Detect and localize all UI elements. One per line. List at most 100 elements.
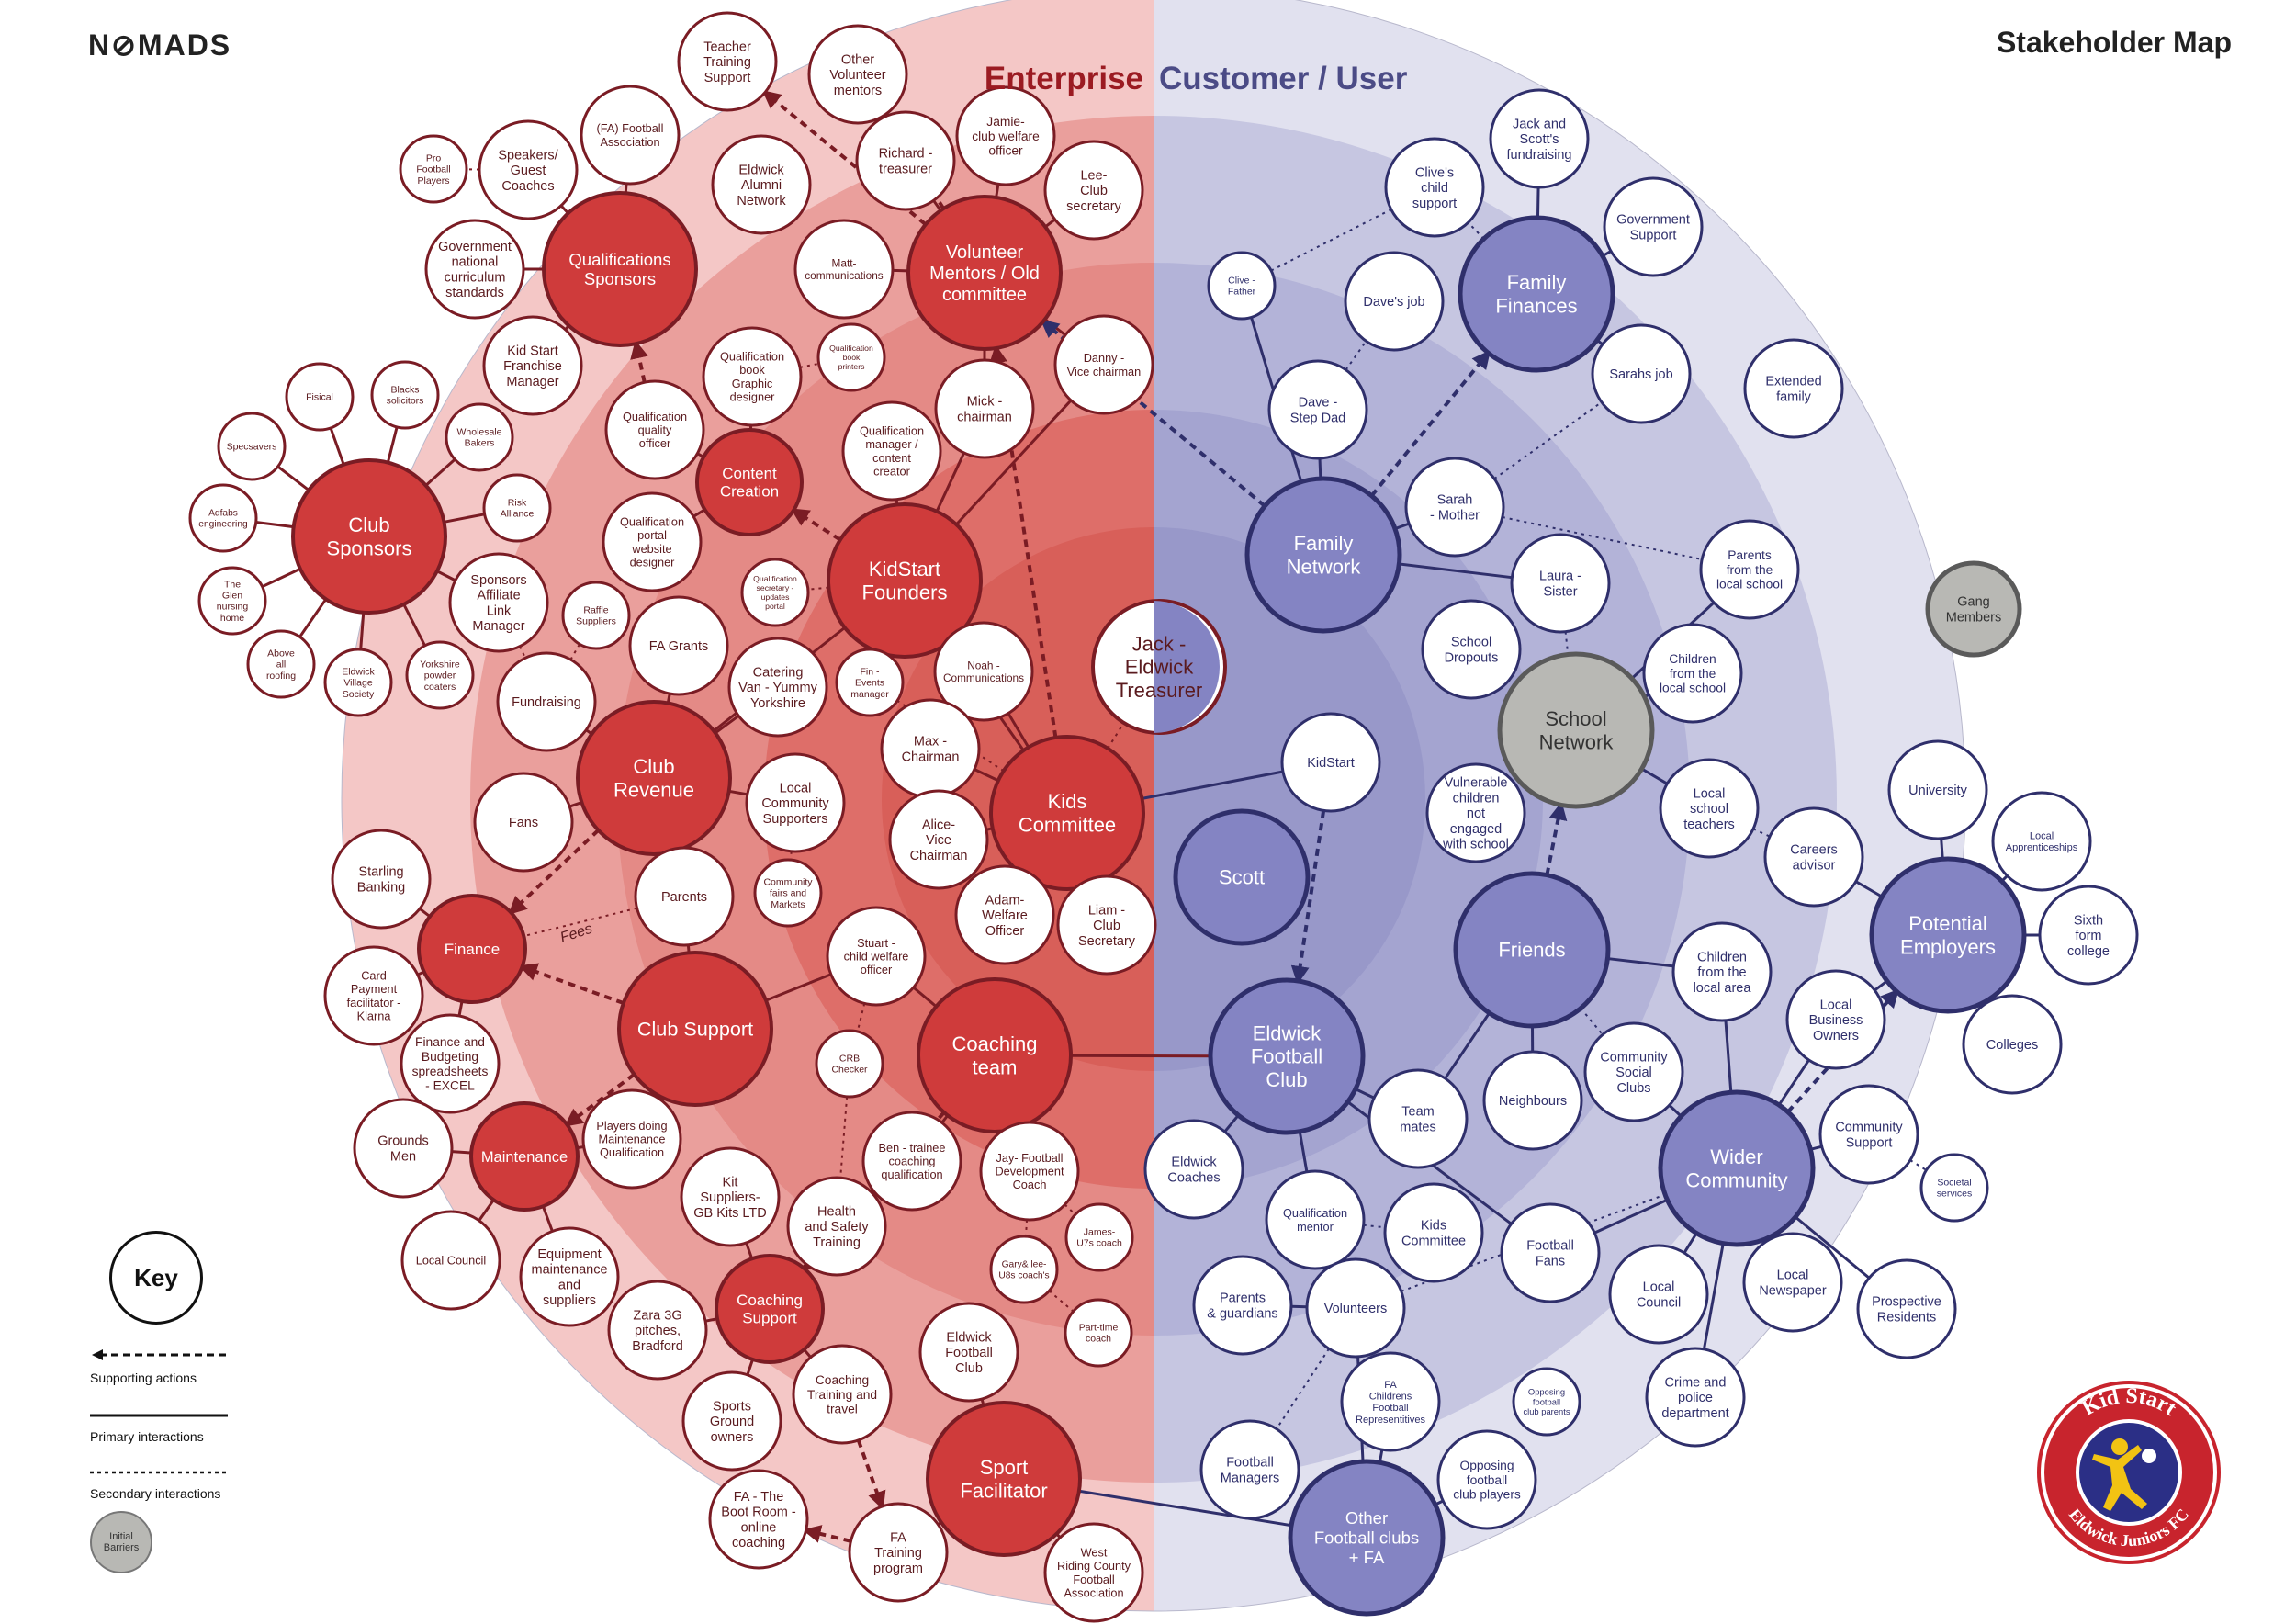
edge-wider-crime [1702,1243,1725,1350]
node-danny: Danny -Vice chairman [1053,314,1154,415]
node-alice: Alice-Vice Chairman [888,789,989,890]
node-potemp: Potential Employers [1869,856,2027,1014]
edge-content-qualportal [692,508,706,518]
node-circle [695,428,804,536]
node-circle [561,581,631,650]
node-extfam: Extended family [1743,338,1844,439]
node-label: Jack and Scott's fundraising [1507,117,1572,162]
node-familyfin: Family Finances [1458,215,1615,373]
key-secondary: Secondary interactions [90,1464,237,1501]
node-label: Sixth form college [2067,913,2110,958]
node-fagrants: FA Grants [628,595,729,696]
node-label: Crime and police department [1661,1375,1728,1420]
node-sarahm: Sarah - Mother [1404,457,1505,558]
node-circle [323,945,424,1046]
node-lee: Lee-Club secretary [1043,140,1144,241]
node-label: Adfabs engineering [198,509,248,530]
edge-volunteer-jamie [995,184,1000,198]
node-sportfac: Sport Facilitator [926,1401,1082,1557]
node-circle [1785,969,1886,1070]
node-circle [1288,1459,1446,1617]
node-raffle: Raffle Suppliers [561,581,631,650]
node-circle [1489,88,1590,189]
edge-clubsponsors-glen [261,567,301,589]
node-circle [628,595,729,696]
node-circle [1421,599,1522,700]
node-circle [1583,1021,1684,1122]
edge-efc-qualmentor [1298,1131,1309,1173]
node-label: The Glen nursing home [217,580,249,624]
node-playersmq: Players doing Maintenance Qualification [581,1088,682,1190]
node-risk: Risk Alliance [482,473,552,543]
node-localnews: Local Newspaper [1742,1232,1843,1333]
node-adfabs: Adfabs engineering [188,483,258,553]
node-circle [400,1210,501,1311]
node-circle [1869,856,2027,1014]
node-label: Coaching Support [737,1291,803,1327]
node-label: James-U7s coach [1076,1227,1122,1249]
node-qualqual: Qualification quality officer [604,379,705,480]
node-circle [793,219,895,320]
node-label: Other Football clubs + FA [1314,1508,1419,1567]
node-label: Local Council [416,1253,486,1267]
node-label: Colleges [1986,1038,2038,1053]
node-govcurr: Government national curriculum standards [424,219,525,320]
node-label: Sarahs job [1609,367,1672,382]
node-circle [1453,871,1611,1029]
node-opparents: Opposing football club parents [1512,1367,1581,1437]
node-mick: Mick -chairman [934,358,1035,459]
node-circle [1458,215,1615,373]
node-label: Jack -Eldwick Treasurer [1116,632,1203,702]
node-circle [217,412,287,481]
node-ben: Ben - trainee coaching qualification [861,1111,962,1212]
node-maxc: Max -Chairman [880,698,981,799]
node-circle [604,379,705,480]
node-label: Eldwick Alumni Network [737,163,786,208]
node-label: Teacher Training Support [703,39,751,85]
node-kidscomm: Kids Committee [989,735,1145,891]
node-finance: Finance [417,894,527,1004]
node-label: Family Finances [1495,271,1577,317]
node-circle [1642,623,1743,724]
node-sixth: Sixth form college [2038,885,2139,986]
node-label: Zara 3G pitches, Bradford [632,1308,683,1353]
node-circle [445,402,514,472]
node-circle [826,906,927,1007]
node-pro: Pro Football Players [399,134,468,204]
node-volunteers: Volunteers [1305,1257,1406,1359]
node-jackscott: Jack and Scott's fundraising [1489,88,1590,189]
node-davejob: Dave's job [1344,251,1445,352]
edge-coachingteam-stuart [912,986,938,1008]
edge-clubsponsors-wholesale [424,457,456,487]
node-coachingteam: Coaching team [917,977,1073,1133]
node-circle [727,637,828,738]
node-label: Gang Members [1946,595,2001,626]
node-clivef: Clive -Father [1207,251,1277,321]
node-circle [1173,808,1311,946]
node-circle [1818,1084,1919,1185]
node-fundraising: Fundraising [496,651,597,752]
node-label: Sports Ground owners [710,1399,754,1444]
node-societal: Societal services [1919,1153,1989,1223]
node-label: Family Network [1287,532,1362,578]
node-label: Jamie-club welfare officer [972,114,1040,158]
edge-clubsponsors-specsavers [276,465,310,491]
node-label: School Network [1539,707,1615,753]
node-label: Local Apprenticeships [2006,831,2078,854]
edge-qualqual-qualsponsors [630,340,648,383]
edge-qualbook-qualprint [799,362,819,368]
node-label: Sponsors Affiliate Link Manager [470,573,526,634]
node-crime: Crime and police department [1645,1347,1746,1448]
node-glen: The Glen nursing home [197,566,267,636]
edge-wider-prospective [1795,1215,1871,1280]
node-qualmgr: Qualification manager / content creator [841,400,942,502]
node-label: Government Support [1616,213,1690,243]
node-kidscommB: Kids Committee [1383,1182,1484,1283]
node-circle [827,502,983,659]
node-label: Alice-Vice Chairman [910,818,968,863]
edge-wider-childla [1724,1020,1733,1093]
node-matt: Matt-communications [793,219,895,320]
node-richard: Richard -treasurer [855,110,956,211]
node-label: Friends [1498,939,1565,962]
node-specsavers: Specsavers [217,412,287,481]
